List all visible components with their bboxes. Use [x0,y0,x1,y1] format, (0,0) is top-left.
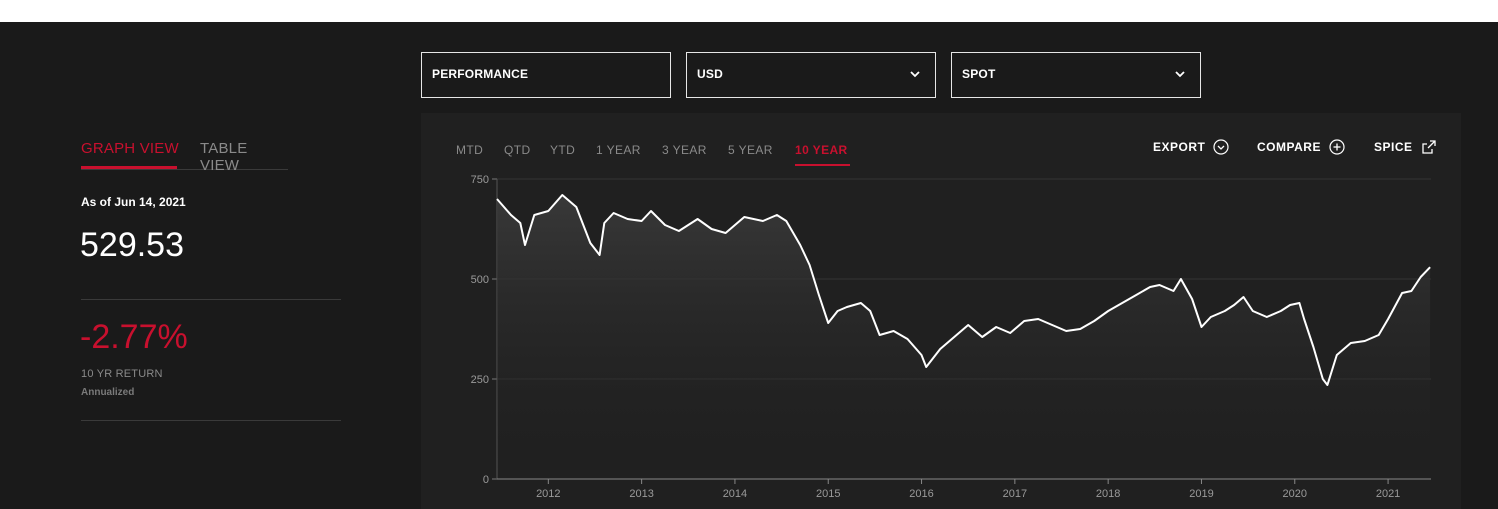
x-tick-label: 2020 [1283,488,1307,500]
x-tick-label: 2012 [536,488,560,500]
x-tick-label: 2021 [1376,488,1400,500]
currency-select[interactable]: USD [686,52,936,98]
circle-chevron-down-icon [1213,139,1229,155]
x-tick-label: 2016 [909,488,933,500]
x-tick-label: 2013 [629,488,653,500]
performance-select-label: PERFORMANCE [432,67,529,81]
return-sublabel: Annualized [81,387,135,398]
x-tick-label: 2017 [1003,488,1027,500]
chart-panel: 0 250 500 750 2012 2013 2014 2015 2016 2017 2018 20… [421,113,1461,509]
export-label: EXPORT [1153,140,1206,154]
active-period-indicator [795,164,850,166]
tab-graph-view[interactable]: GRAPH VIEW [81,140,179,157]
return-value: -2.77% [80,318,188,356]
price-type-select[interactable]: SPOT [951,52,1201,98]
spice-label: SPICE [1374,140,1413,154]
currency-select-label: USD [697,67,723,81]
price-chart: 0 250 500 750 2012 2013 2014 2015 2016 2017 2018 20… [471,174,1431,500]
return-label: 10 YR RETURN [81,368,163,380]
as-of-date: As of Jun 14, 2021 [81,195,186,209]
divider [81,299,341,300]
compare-label: COMPARE [1257,140,1321,154]
period-qtd[interactable]: QTD [504,143,531,157]
period-1-year[interactable]: 1 YEAR [596,143,641,157]
active-tab-indicator [81,166,177,169]
export-button[interactable]: EXPORT [1153,139,1229,155]
tab-table-view[interactable]: TABLE VIEW [200,140,248,174]
current-value: 529.53 [80,226,184,264]
compare-button[interactable]: COMPARE [1257,139,1345,155]
period-ytd[interactable]: YTD [550,143,576,157]
chevron-down-icon [910,71,920,78]
y-tick-label: 500 [471,274,489,286]
divider [81,420,341,421]
price-type-select-label: SPOT [962,67,996,81]
external-link-icon [1421,140,1436,154]
y-tick-label: 750 [471,174,489,186]
period-5-year[interactable]: 5 YEAR [728,143,773,157]
y-tick-label: 0 [483,474,489,486]
period-3-year[interactable]: 3 YEAR [662,143,707,157]
x-tick-label: 2019 [1189,488,1213,500]
top-strip [0,0,1498,22]
gold-performance-widget: PERFORMANCE USD SPOT GRAPH VIEW TABLE VI… [0,22,1498,509]
x-tick-label: 2018 [1096,488,1120,500]
series-line [496,194,1431,386]
x-tick-label: 2015 [816,488,840,500]
performance-select[interactable]: PERFORMANCE [421,52,671,98]
period-mtd[interactable]: MTD [456,143,484,157]
y-tick-label: 250 [471,374,489,386]
x-tick-label: 2014 [723,488,747,500]
spice-link[interactable]: SPICE [1374,139,1437,155]
circle-plus-icon [1329,139,1345,155]
chevron-down-icon [1175,71,1185,78]
period-10-year[interactable]: 10 YEAR [795,143,848,157]
view-tabs: GRAPH VIEW TABLE VIEW [81,140,288,174]
series-area [497,195,1431,479]
